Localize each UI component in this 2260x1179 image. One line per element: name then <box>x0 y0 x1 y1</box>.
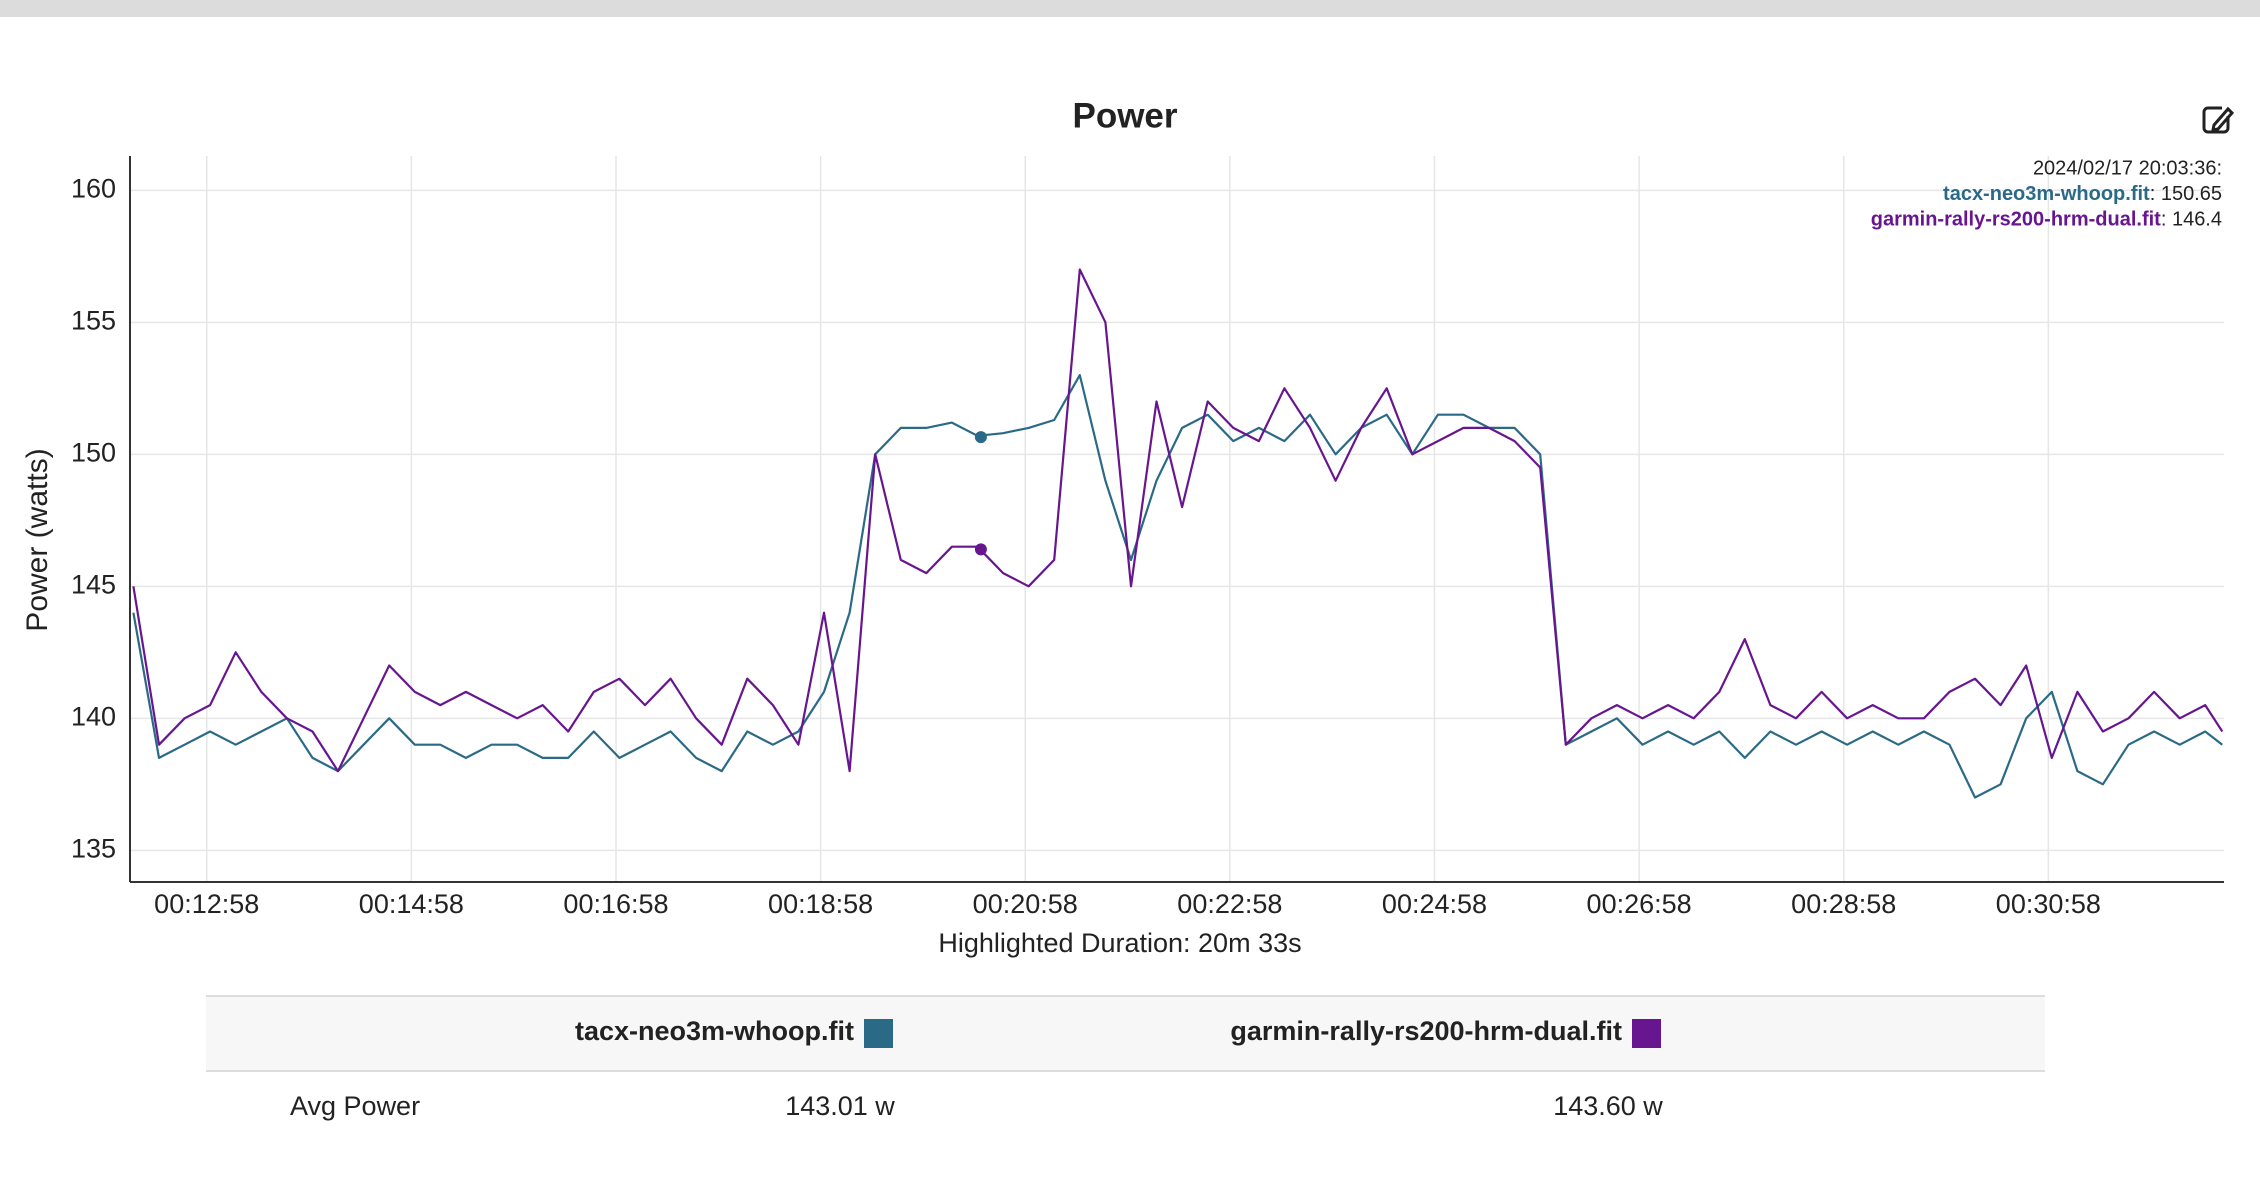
table-row-label: Avg Power <box>290 1091 420 1121</box>
hover-row: tacx-neo3m-whoop.fit: 150.65 <box>1943 183 2222 205</box>
x-tick-label: 00:22:58 <box>1177 889 1282 919</box>
x-tick-label: 00:26:58 <box>1587 889 1692 919</box>
series-line <box>132 268 2224 773</box>
chart-title: Power <box>1072 96 1177 135</box>
x-tick-label: 00:28:58 <box>1791 889 1896 919</box>
hover-series-name: garmin-rally-rs200-hrm-dual.fit <box>1871 209 2161 231</box>
x-tick-label: 00:30:58 <box>1996 889 2101 919</box>
x-tick-label: 00:12:58 <box>154 889 259 919</box>
x-tick-label: 00:18:58 <box>768 889 873 919</box>
table-cell: 143.01 w <box>785 1091 895 1121</box>
table-cell: 143.60 w <box>1553 1091 1663 1121</box>
x-tick-label: 00:14:58 <box>359 889 464 919</box>
y-tick-label: 150 <box>71 437 116 467</box>
x-tick-label: 00:20:58 <box>973 889 1078 919</box>
hover-time: 2024/02/17 20:03:36: <box>2033 157 2222 179</box>
y-tick-label: 155 <box>71 305 116 335</box>
y-axis-label: Power (watts) <box>21 448 54 631</box>
hover-value: : 146.4 <box>2161 209 2222 231</box>
hover-row: garmin-rally-rs200-hrm-dual.fit: 146.4 <box>1871 209 2222 231</box>
x-tick-label: 00:16:58 <box>563 889 668 919</box>
edit-pencil[interactable] <box>2211 106 2235 132</box>
y-tick-label: 160 <box>71 173 116 203</box>
hover-point <box>974 431 987 444</box>
hover-series-name: tacx-neo3m-whoop.fit <box>1943 183 2150 205</box>
hover-value: : 150.65 <box>2150 183 2222 205</box>
edit-icon[interactable] <box>2202 106 2235 134</box>
table-header-bg <box>206 996 2045 1071</box>
y-tick-label: 135 <box>71 833 116 863</box>
x-axis-label: Highlighted Duration: 20m 33s <box>938 928 1301 958</box>
edit-box[interactable] <box>2202 106 2230 134</box>
table-header: tacx-neo3m-whoop.fit <box>575 1016 854 1046</box>
x-tick-label: 00:24:58 <box>1382 889 1487 919</box>
legend-swatch <box>864 1019 893 1048</box>
series-line <box>132 374 2223 799</box>
top-strip <box>0 0 2260 17</box>
hover-point <box>974 543 987 556</box>
legend-swatch <box>1632 1019 1661 1048</box>
y-tick-label: 145 <box>71 569 116 599</box>
y-tick-label: 140 <box>71 701 116 731</box>
table-header: garmin-rally-rs200-hrm-dual.fit <box>1230 1016 1622 1046</box>
